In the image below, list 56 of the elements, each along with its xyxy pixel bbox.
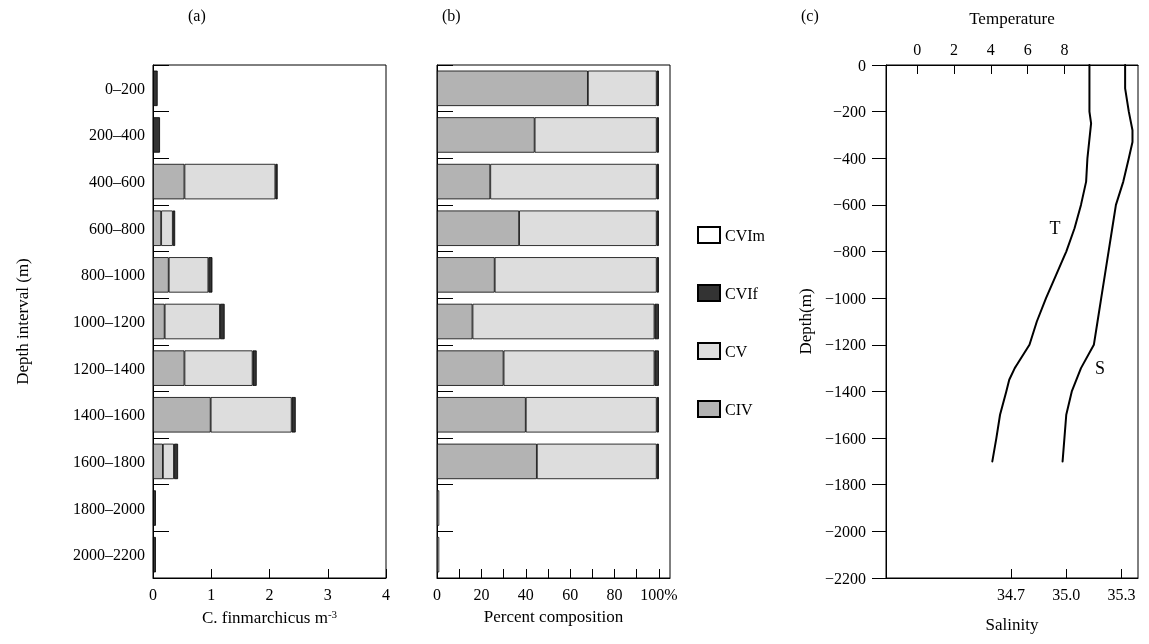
x-tick-label: 35.0	[1052, 585, 1081, 603]
x-tick-label: 60	[562, 585, 579, 603]
y-tick-label: −1800	[824, 476, 866, 494]
series-label: S	[1094, 358, 1105, 379]
x2-tick-label: 4	[986, 40, 995, 58]
x-tick-label: 0	[433, 585, 441, 603]
x-tick-label: 4	[382, 585, 390, 603]
y-tick-label: −1200	[824, 336, 866, 354]
chart-title: (b)	[442, 6, 461, 25]
y-tick-label: −1000	[824, 289, 866, 307]
y-tick-label: 1200–1400	[73, 359, 145, 377]
x-tick-label: 20	[473, 585, 490, 603]
x2-tick-label: 2	[950, 40, 959, 58]
legend-label: CVIf	[725, 284, 759, 302]
x-axis-title: Salinity	[985, 615, 1039, 634]
x-tick-label: 100%	[640, 585, 678, 603]
y-tick-label: 2000–2200	[73, 546, 145, 564]
legend-label: CVIm	[725, 226, 766, 244]
y-axis-title: Depth(m)	[796, 288, 816, 355]
x-tick-label: 80	[606, 585, 623, 603]
legend-label: CV	[725, 342, 748, 360]
series-label: T	[1049, 218, 1061, 239]
x-axis-title: Percent composition	[483, 607, 624, 626]
chart-title: (a)	[188, 6, 206, 25]
y-tick-label: 0–200	[105, 79, 145, 97]
x2-tick-label: 6	[1023, 40, 1032, 58]
y-tick-label: −1400	[824, 382, 866, 400]
y-tick-label: 1000–1200	[73, 313, 145, 330]
y-tick-label: 1400–1600	[73, 406, 145, 424]
y-tick-label: −2000	[824, 522, 866, 540]
y-tick-label: 200–400	[89, 126, 145, 144]
y-tick-label: −600	[832, 196, 866, 214]
y-tick-label: −2200	[824, 569, 866, 587]
x-tick-label: 3	[323, 585, 332, 603]
y-tick-label: 800–1000	[81, 266, 145, 284]
x-tick-label: 35.3	[1107, 585, 1136, 603]
y-tick-label: 0	[858, 56, 866, 74]
y-tick-label: −1600	[824, 429, 866, 447]
chart-title: (c)	[801, 6, 819, 25]
y-tick-label: 400–600	[89, 173, 145, 191]
x2-tick-label: 8	[1060, 40, 1069, 58]
x2-tick-label: 0	[913, 40, 922, 58]
y-tick-label: 1600–1800	[73, 452, 145, 470]
legend-label: CIV	[725, 400, 753, 418]
x-tick-label: 2	[265, 585, 274, 603]
y-tick-label: −800	[832, 243, 866, 261]
y-tick-label: −400	[832, 149, 866, 167]
x-tick-label: 1	[207, 585, 216, 603]
y-tick-label: 1800–2000	[73, 499, 145, 517]
x-tick-label: 40	[517, 585, 534, 603]
x-tick-label: 34.7	[997, 585, 1026, 603]
y-axis-title: Depth interval (m)	[13, 258, 32, 385]
y-tick-label: 600–800	[89, 219, 145, 237]
x-tick-label: 0	[149, 585, 157, 603]
x2-axis-title: Temperature	[969, 9, 1055, 28]
y-tick-label: −200	[832, 103, 866, 121]
